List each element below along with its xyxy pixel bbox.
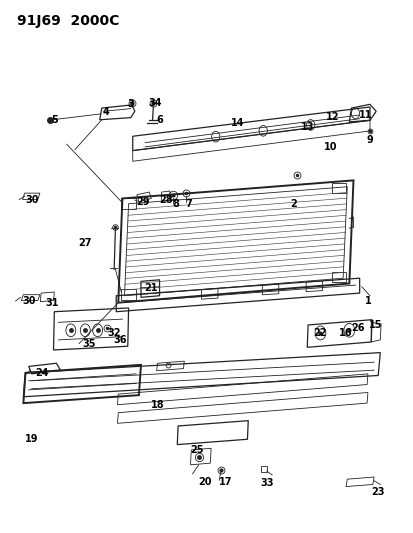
Text: 17: 17	[218, 477, 232, 487]
Text: 27: 27	[78, 238, 92, 247]
Text: 26: 26	[350, 322, 363, 333]
Text: 11: 11	[358, 110, 372, 120]
Text: 24: 24	[35, 368, 49, 378]
Text: 36: 36	[113, 335, 127, 345]
Text: 34: 34	[148, 98, 162, 108]
Text: 23: 23	[370, 488, 384, 497]
Text: 33: 33	[259, 479, 273, 488]
Text: 4: 4	[102, 107, 109, 117]
Text: 2: 2	[290, 199, 296, 209]
Text: 12: 12	[325, 111, 339, 122]
Text: 28: 28	[159, 195, 172, 205]
Text: 91J69  2000C: 91J69 2000C	[17, 14, 119, 28]
Text: 9: 9	[366, 135, 373, 145]
Text: 29: 29	[136, 197, 150, 207]
Text: 10: 10	[323, 142, 337, 152]
Text: 16: 16	[338, 328, 351, 338]
Text: 13: 13	[301, 122, 314, 132]
Text: 1: 1	[364, 296, 370, 306]
Text: 3: 3	[127, 99, 134, 109]
Text: 30: 30	[25, 195, 38, 205]
Text: 6: 6	[156, 115, 163, 125]
Text: 32: 32	[107, 328, 121, 338]
Text: 22: 22	[313, 328, 326, 338]
Text: 15: 15	[368, 320, 382, 330]
Text: 31: 31	[45, 297, 59, 308]
Text: 14: 14	[230, 118, 244, 128]
Text: 7: 7	[185, 199, 191, 209]
Text: 5: 5	[51, 115, 57, 125]
Text: 19: 19	[25, 434, 38, 445]
Text: 20: 20	[198, 477, 211, 487]
Text: 25: 25	[190, 445, 203, 455]
Text: 18: 18	[150, 400, 164, 410]
Text: 8: 8	[172, 199, 179, 209]
Text: 30: 30	[22, 296, 36, 306]
Text: 21: 21	[144, 283, 158, 293]
Text: 35: 35	[83, 338, 96, 349]
